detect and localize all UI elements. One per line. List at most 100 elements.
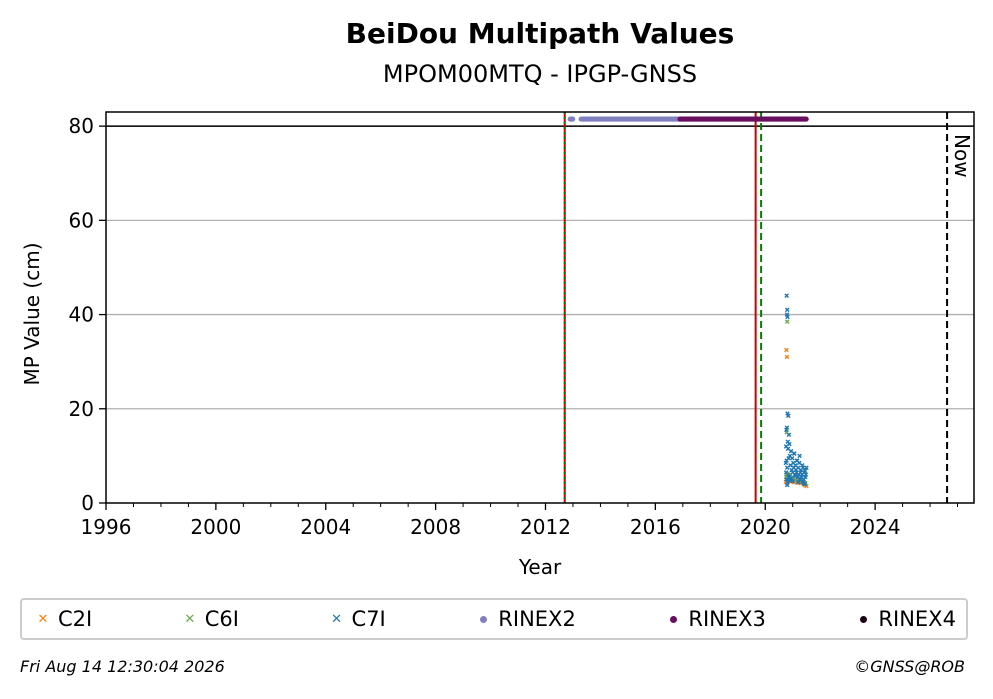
data-point-stroke: [795, 474, 800, 480]
chart-subtitle: MPOM00MTQ - IPGP-GNSS: [383, 60, 697, 88]
data-point-stroke: [785, 314, 790, 320]
data-point-stroke: [784, 319, 790, 324]
legend: ✕ C2I ✕ C6I ✕ C7I RINEX2 RINEX3 RINEX4: [20, 598, 968, 640]
data-point-stroke: [791, 451, 797, 456]
data-point-stroke: [804, 465, 809, 470]
data-point: [784, 307, 790, 313]
data-point: [783, 470, 789, 475]
data-point-stroke: [793, 473, 798, 478]
data-point-stroke: [793, 463, 798, 468]
data-point-stroke: [785, 446, 791, 452]
data-point: [804, 465, 809, 470]
data-point-stroke: [803, 472, 809, 478]
dot-marker-icon: [666, 612, 680, 626]
data-point-stroke: [787, 441, 792, 447]
y-axis-label: MP Value (cm): [20, 242, 44, 385]
data-point-stroke: [797, 453, 802, 459]
data-point-stroke: [798, 477, 804, 482]
axes-frame: [105, 111, 975, 504]
data-point: [793, 473, 798, 478]
x-marker-icon: ✕: [331, 611, 342, 627]
data-point: [786, 477, 791, 483]
data-point-stroke: [788, 448, 794, 454]
legend-item-c7i: ✕ C7I: [330, 607, 386, 631]
x-tick-label: 2020: [740, 515, 791, 539]
data-point-stroke: [784, 293, 789, 299]
legend-label: C6I: [204, 607, 239, 631]
legend-label: C7I: [351, 607, 386, 631]
data-point: [800, 463, 805, 468]
dot-marker-icon: [476, 612, 490, 626]
data-point-stroke: [784, 425, 790, 430]
x-tick-label: 2012: [520, 515, 571, 539]
plot-area: 0 20 40 60 80 1996 2000 2004 2008 2012 2016 2020 202…: [69, 111, 975, 539]
x-tick-label: 2024: [850, 515, 901, 539]
data-point: [790, 479, 796, 484]
legend-item-c2i: ✕ C2I: [36, 607, 93, 631]
data-point: [801, 480, 806, 486]
data-point: [784, 347, 789, 353]
data-point: [785, 314, 790, 320]
x-marker-icon: ✕: [184, 611, 196, 627]
x-tick-label: 2000: [190, 515, 241, 539]
data-point: [784, 319, 790, 324]
data-point: [784, 425, 790, 430]
data-point: [786, 413, 791, 419]
data-point-stroke: [784, 347, 789, 353]
data-point-stroke: [794, 458, 800, 463]
data-point: [784, 354, 790, 360]
data-point-stroke: [786, 477, 791, 483]
legend-label: C2I: [58, 607, 93, 631]
footer-timestamp: Fri Aug 14 12:30:04 2026: [20, 657, 225, 676]
legend-item-rinex3: RINEX3: [666, 607, 766, 631]
file-availability-point: [570, 116, 576, 122]
data-point: [784, 293, 789, 299]
y-tick-label: 40: [69, 303, 94, 327]
y-tick-label: 20: [69, 397, 94, 421]
data-point-stroke: [784, 482, 790, 488]
data-point: [794, 458, 800, 463]
data-point-stroke: [801, 480, 806, 486]
y-tick-label: 60: [69, 208, 94, 232]
data-point-stroke: [790, 460, 796, 466]
y-tick-label: 80: [69, 114, 94, 138]
legend-item-c6i: ✕ C6I: [183, 607, 239, 631]
data-point-stroke: [797, 460, 802, 466]
data-point-stroke: [800, 463, 805, 468]
data-point-stroke: [787, 474, 793, 479]
data-point-stroke: [783, 470, 789, 475]
data-point: [791, 451, 797, 456]
data-point-stroke: [790, 479, 796, 484]
dot-marker-icon: [856, 612, 870, 626]
data-point-stroke: [784, 307, 790, 313]
y-tick-label: 0: [81, 491, 94, 515]
data-point: [789, 455, 795, 461]
x-axis-label: Year: [518, 555, 562, 579]
legend-item-rinex4: RINEX4: [856, 607, 956, 631]
data-point-stroke: [786, 413, 791, 419]
data-point-stroke: [802, 468, 808, 474]
x-marker-icon: ✕: [37, 611, 49, 627]
data-point-stroke: [795, 465, 801, 470]
legend-label: RINEX2: [498, 607, 576, 631]
data-point-stroke: [794, 470, 799, 475]
data-point: [803, 472, 809, 478]
data-point-stroke: [789, 455, 795, 461]
data-point: [784, 482, 790, 488]
data-point: [786, 432, 792, 437]
x-tick-label: 2016: [630, 515, 681, 539]
file-availability-point: [803, 116, 809, 122]
legend-label: RINEX3: [688, 607, 766, 631]
data-point: [797, 453, 802, 459]
data-point-stroke: [786, 432, 792, 437]
legend-item-rinex2: RINEX2: [476, 607, 576, 631]
x-tick-label: 2004: [300, 515, 351, 539]
footer-credit: ©GNSS@ROB: [854, 657, 965, 676]
data-point: [802, 468, 808, 474]
data-point: [787, 441, 792, 447]
data-point-stroke: [785, 439, 791, 445]
data-point: [798, 477, 804, 482]
legend-label: RINEX4: [878, 607, 956, 631]
data-point-stroke: [787, 453, 793, 459]
